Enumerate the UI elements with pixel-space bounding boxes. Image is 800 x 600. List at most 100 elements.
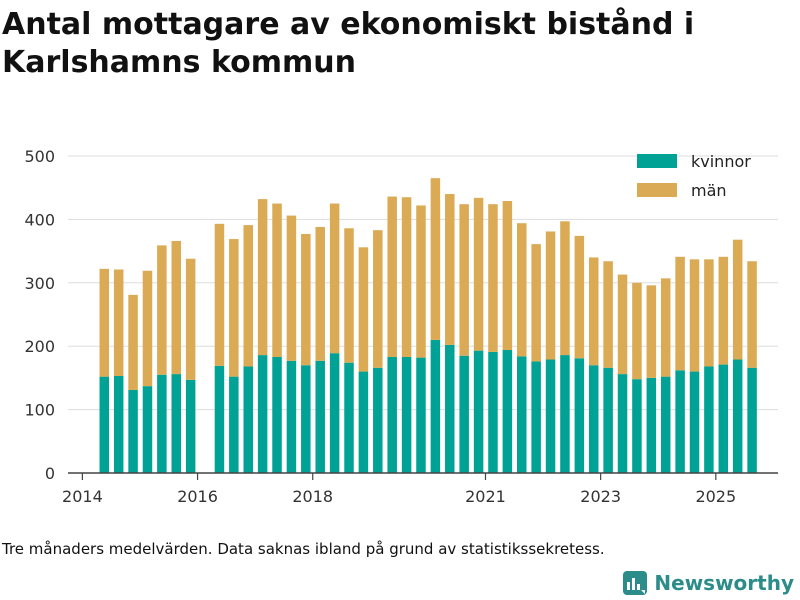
bar-kvinnor [488, 351, 498, 473]
bar-man [286, 215, 297, 361]
bar-man [445, 194, 455, 345]
bar-kvinnor [689, 371, 700, 473]
y-tick-label: 200 [24, 337, 55, 356]
bar-man [358, 247, 369, 372]
y-axis-ticks: 0 100 200 300 400 500 [24, 147, 55, 483]
x-tick-label: 2023 [580, 487, 621, 506]
bar-kvinnor [387, 356, 397, 473]
bar-kvinnor [459, 355, 469, 473]
bar-kvinnor [286, 360, 297, 473]
bar-man [502, 201, 513, 351]
bar-kvinnor [603, 367, 613, 473]
bar-kvinnor [214, 365, 225, 473]
bar-man [689, 259, 700, 372]
bar-kvinnor [142, 386, 153, 473]
bar-kvinnor [416, 357, 426, 473]
bar-kvinnor [272, 356, 282, 473]
bar-man [603, 261, 613, 368]
bar-man [704, 259, 714, 367]
bar-kvinnor [732, 359, 743, 473]
bar-man [531, 244, 541, 362]
bar-man [387, 196, 397, 357]
bar-man [430, 178, 441, 340]
bar-kvinnor [157, 374, 167, 473]
bar-kvinnor [401, 356, 412, 473]
bar-man [315, 227, 325, 361]
bar-kvinnor [660, 376, 671, 473]
bar-kvinnor [517, 356, 527, 473]
bar-man [416, 205, 426, 358]
bar-kvinnor [632, 379, 642, 473]
y-tick-label: 300 [24, 274, 55, 293]
bar-man [545, 231, 556, 360]
bar-man [517, 223, 527, 357]
y-tick-label: 0 [45, 464, 55, 483]
legend-label-kvinnor: kvinnor [691, 152, 751, 171]
x-tick-label: 2016 [177, 487, 218, 506]
bar-kvinnor [588, 365, 599, 473]
bar-man [718, 256, 729, 365]
bar-man [113, 269, 124, 376]
bar-man [373, 230, 383, 368]
legend-swatch-kvinnor [637, 154, 677, 168]
y-tick-label: 100 [24, 401, 55, 420]
bar-man [157, 245, 167, 375]
x-tick-label: 2018 [292, 487, 333, 506]
bar-kvinnor [358, 371, 369, 473]
legend: kvinnor män [637, 152, 751, 200]
chart-title: Antal mottagare av ekonomiskt bistånd i … [2, 7, 695, 80]
bar-kvinnor [301, 365, 311, 473]
x-tick-label: 2014 [62, 487, 103, 506]
bar-man [257, 199, 268, 356]
bar-kvinnor [747, 367, 757, 473]
bar-man [243, 225, 253, 367]
bar-kvinnor [430, 339, 441, 473]
bar-kvinnor [718, 364, 729, 473]
bar-man [646, 285, 657, 378]
bar-kvinnor [99, 376, 110, 473]
bar-man [617, 274, 628, 375]
bar-kvinnor [185, 379, 196, 473]
bar-man [401, 197, 412, 357]
bar-kvinnor [531, 361, 541, 473]
bar-kvinnor [675, 370, 685, 473]
bar-kvinnor [128, 389, 138, 473]
x-tick-label: 2025 [695, 487, 736, 506]
bar-man [301, 233, 311, 366]
y-tick-label: 500 [24, 147, 55, 166]
bar-kvinnor [502, 350, 513, 473]
bar-man [588, 257, 599, 366]
newsworthy-logo: Newsworthy [622, 568, 794, 598]
bar-kvinnor [646, 377, 657, 473]
newsworthy-icon [623, 571, 648, 595]
bar-man [488, 204, 498, 352]
bar-man [632, 282, 642, 380]
bar-kvinnor [243, 366, 253, 473]
bar-kvinnor [257, 355, 268, 473]
bar-kvinnor [329, 353, 340, 473]
x-tick-label: 2021 [465, 487, 506, 506]
bar-man [747, 261, 757, 368]
bar-man [675, 256, 685, 371]
bar-man [128, 294, 138, 390]
bar-kvinnor [473, 350, 484, 473]
bar-series [99, 178, 757, 473]
bar-kvinnor [344, 362, 354, 473]
bar-man [574, 235, 585, 359]
bar-kvinnor [445, 344, 455, 473]
bar-kvinnor [373, 367, 383, 473]
bar-kvinnor [574, 358, 585, 473]
bar-man [171, 240, 182, 375]
x-axis-ticks: 2014 2016 2018 2021 2023 2025 [62, 473, 736, 506]
bar-kvinnor [545, 359, 556, 473]
legend-swatch-man [637, 183, 677, 197]
bar-kvinnor [113, 375, 124, 473]
bar-man [214, 223, 225, 366]
brand-name: Newsworthy [654, 571, 794, 595]
bar-kvinnor [560, 355, 570, 473]
bar-kvinnor [704, 366, 714, 473]
y-tick-label: 400 [24, 210, 55, 229]
bar-kvinnor [315, 360, 325, 473]
bar-man [660, 278, 671, 377]
